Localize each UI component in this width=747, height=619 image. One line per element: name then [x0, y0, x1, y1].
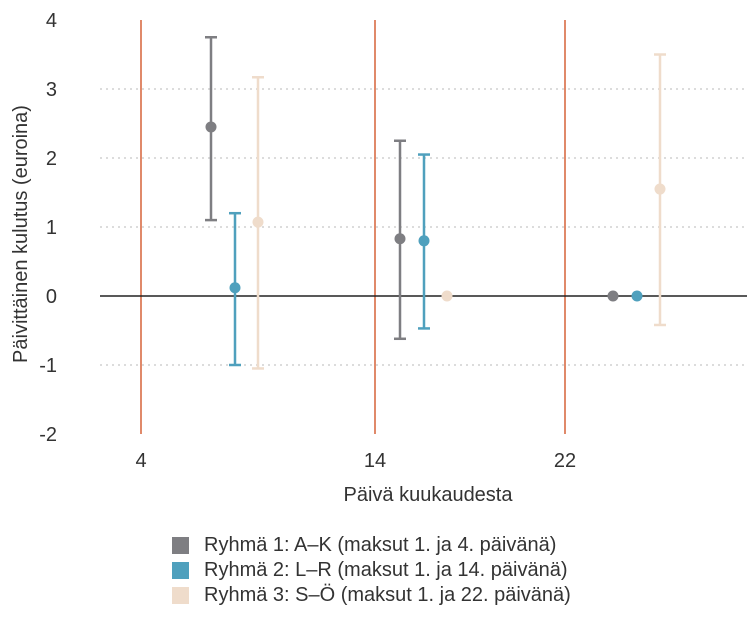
data-point	[252, 216, 264, 228]
y-axis-label: Päivittäinen kulutus (euroina)	[10, 105, 32, 363]
data-marks	[205, 36, 666, 370]
y-tick-label: 0	[46, 286, 57, 308]
y-tick-label: 2	[46, 148, 57, 170]
x-axis-label: Päivä kuukaudesta	[343, 484, 513, 506]
data-point	[205, 121, 217, 133]
y-tick-label: 1	[46, 217, 57, 239]
y-tick-label: 3	[46, 79, 57, 101]
legend-swatch	[172, 587, 189, 604]
legend-label: Ryhmä 3: S–Ö (maksut 1. ja 22. päivänä)	[204, 584, 571, 606]
legend-label: Ryhmä 2: L–R (maksut 1. ja 14. päivänä)	[204, 559, 568, 581]
data-point	[441, 290, 453, 302]
y-tick-label: -2	[39, 424, 57, 446]
x-tick-labels: 4 14 22	[135, 450, 576, 472]
data-point	[654, 183, 666, 195]
x-tick-label: 14	[364, 450, 386, 472]
y-tick-labels: -2 -1 0 1 2 3 4	[39, 10, 57, 446]
data-point	[418, 235, 430, 247]
legend-label: Ryhmä 1: A–K (maksut 1. ja 4. päivänä)	[204, 534, 557, 556]
data-point	[394, 233, 406, 245]
legend-item: Ryhmä 2: L–R (maksut 1. ja 14. päivänä)	[172, 558, 732, 583]
legend: Ryhmä 1: A–K (maksut 1. ja 4. päivänä) Ry…	[172, 533, 732, 608]
data-point	[631, 290, 643, 302]
x-tick-label: 4	[135, 450, 146, 472]
y-tick-label: 4	[46, 10, 57, 32]
legend-swatch	[172, 562, 189, 579]
payday-lines	[140, 20, 566, 434]
legend-item: Ryhmä 3: S–Ö (maksut 1. ja 22. päivänä)	[172, 583, 732, 608]
x-tick-label: 22	[554, 450, 576, 472]
legend-item: Ryhmä 1: A–K (maksut 1. ja 4. päivänä)	[172, 533, 732, 558]
y-tick-label: -1	[39, 355, 57, 377]
legend-swatch	[172, 537, 189, 554]
data-point	[229, 282, 241, 294]
data-point	[607, 290, 619, 302]
